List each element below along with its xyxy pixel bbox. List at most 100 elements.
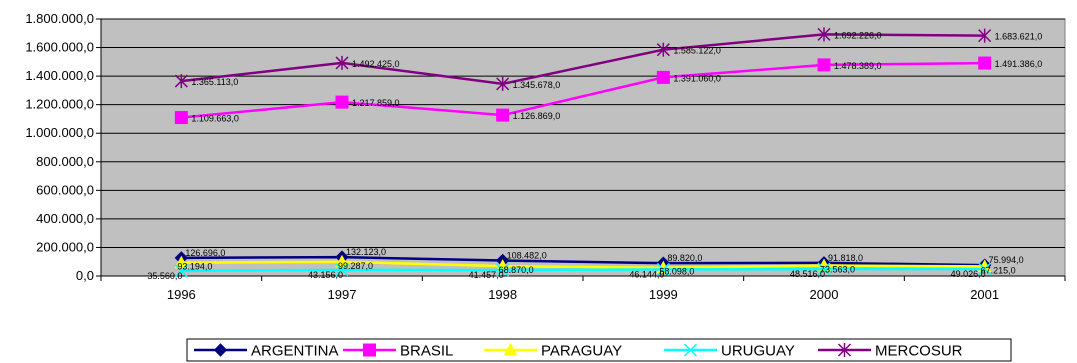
legend-marker — [363, 343, 376, 357]
legend-entry-argentina: ARGENTINA — [194, 343, 339, 360]
y-tick-label: 1.400.000,0 — [25, 68, 94, 83]
y-tick-label: 0,0 — [76, 268, 94, 283]
data-label-paraguay: 73.563,0 — [820, 264, 855, 274]
data-point-uruguay — [496, 263, 510, 277]
series-group — [174, 27, 992, 278]
data-point-mercosur — [174, 74, 188, 89]
legend-box — [186, 338, 1012, 362]
legend-label: PARAGUAY — [541, 343, 622, 360]
marker-stroke — [174, 264, 188, 278]
data-label-argentina: 89.820,0 — [667, 253, 702, 263]
data-label-uruguay: 41.457,0 — [469, 270, 504, 280]
x-tick-label: 1999 — [649, 287, 678, 302]
data-point-paraguay — [335, 254, 349, 268]
y-tick-label: 600.000,0 — [36, 182, 94, 197]
y-tick-label: 400.000,0 — [36, 211, 94, 226]
data-point-uruguay — [174, 264, 188, 278]
data-label-brasil: 1.478.389,0 — [834, 61, 882, 71]
legend-marker — [683, 343, 698, 357]
data-label-argentina: 108.482,0 — [507, 251, 547, 261]
x-tick-label: 1997 — [328, 287, 357, 302]
legend-entry-uruguay: URUGUAY — [664, 343, 795, 360]
data-point-uruguay — [335, 263, 349, 277]
data-label-mercosur: 1.692.226,0 — [834, 30, 882, 40]
data-label-argentina: 75.994,0 — [989, 255, 1024, 265]
data-label-uruguay: 43.156,0 — [308, 270, 343, 280]
data-label-uruguay: 46.144,0 — [629, 269, 664, 279]
data-labels: 126.696,0 132.123,0 108.482,0 89.820,0 91.81… — [147, 30, 1042, 281]
legend-entry-brasil: BRASIL — [343, 343, 453, 360]
data-point-brasil — [656, 70, 670, 84]
plot-area — [100, 18, 1066, 277]
x-tick-label: 1996 — [167, 287, 196, 302]
x-tick-label: 2000 — [810, 287, 839, 302]
data-label-argentina: 91.818,0 — [828, 253, 863, 263]
data-label-mercosur: 1.585.122,0 — [673, 46, 721, 56]
data-label-mercosur: 1.365.113,0 — [191, 77, 238, 87]
data-point-mercosur — [656, 42, 670, 57]
data-label-paraguay: 68.870,0 — [499, 265, 534, 275]
data-label-uruguay: 49.026,0 — [951, 269, 986, 279]
marker-stroke — [496, 263, 510, 277]
data-point-brasil — [335, 95, 349, 109]
y-tick-label: 800.000,0 — [36, 154, 94, 169]
data-label-paraguay: 58.098,0 — [659, 267, 694, 277]
data-label-mercosur: 1.345.678,0 — [513, 80, 561, 90]
data-label-argentina: 126.696,0 — [185, 248, 225, 258]
data-point-paraguay — [174, 255, 189, 269]
data-label-paraguay: 99.287,0 — [338, 261, 373, 271]
data-point-uruguay — [656, 262, 670, 276]
series-line-uruguay — [181, 267, 985, 273]
data-label-mercosur: 1.683.621,0 — [995, 32, 1043, 42]
marker-stroke — [656, 262, 670, 276]
legend: ARGENTINA BRASIL PARAGUAY URUGUAY MERCOSUR — [186, 338, 1012, 362]
data-point-mercosur — [496, 76, 510, 91]
data-label-mercosur: 1.492.425,0 — [352, 59, 400, 69]
data-label-brasil: 1.491.386,0 — [995, 59, 1043, 69]
legend-marker — [503, 342, 518, 356]
legend-label: MERCOSUR — [875, 343, 963, 360]
data-label-argentina: 132.123,0 — [346, 247, 386, 257]
axes: 0,0 200.000,0 400.000,0 600.000,0 800.000,0 1… — [25, 11, 1066, 302]
data-label-brasil: 1.391.060,0 — [673, 73, 721, 83]
data-label-brasil: 1.126.869,0 — [513, 111, 561, 121]
marker-stroke — [978, 262, 992, 276]
legend-entry-paraguay: PARAGUAY — [484, 343, 622, 360]
data-point-brasil — [817, 58, 831, 72]
legend-label: BRASIL — [400, 343, 453, 360]
x-tick-label: 2001 — [970, 287, 999, 302]
data-label-brasil: 1.109.663,0 — [191, 114, 239, 124]
series-line-brasil — [181, 61, 985, 119]
data-point-uruguay — [978, 262, 992, 276]
y-tick-label: 1.000.000,0 — [25, 125, 94, 140]
data-point-mercosur — [817, 27, 831, 42]
y-tick-label: 1.800.000,0 — [25, 11, 94, 26]
y-tick-label: 200.000,0 — [36, 239, 94, 254]
legend-label: URUGUAY — [721, 343, 795, 360]
y-tick-label: 1.200.000,0 — [25, 97, 94, 112]
data-point-uruguay — [817, 262, 831, 276]
data-label-brasil: 1.217.859,0 — [352, 98, 400, 108]
data-label-uruguay: 48.516,0 — [790, 269, 825, 279]
marker-stroke — [335, 263, 349, 277]
series-line-paraguay — [181, 260, 985, 269]
legend-entry-mercosur: MERCOSUR — [818, 343, 963, 360]
y-tick-label: 1.600.000,0 — [25, 40, 94, 55]
data-point-mercosur — [335, 55, 349, 70]
data-point-brasil — [496, 108, 510, 122]
legend-marker — [213, 343, 228, 357]
marker-stroke — [683, 343, 698, 357]
marker-stroke — [817, 262, 831, 276]
plot-background — [100, 18, 1066, 277]
data-point-brasil — [978, 56, 992, 70]
series-line-argentina — [181, 255, 985, 267]
series-line-mercosur — [181, 33, 985, 86]
legend-label: ARGENTINA — [251, 343, 339, 360]
x-tick-label: 1998 — [488, 287, 517, 302]
legend-marker — [837, 343, 852, 357]
data-label-paraguay: 67.215,0 — [981, 265, 1016, 275]
data-label-uruguay: 35.560,0 — [147, 271, 182, 281]
data-point-mercosur — [978, 28, 992, 43]
data-point-brasil — [174, 111, 188, 125]
